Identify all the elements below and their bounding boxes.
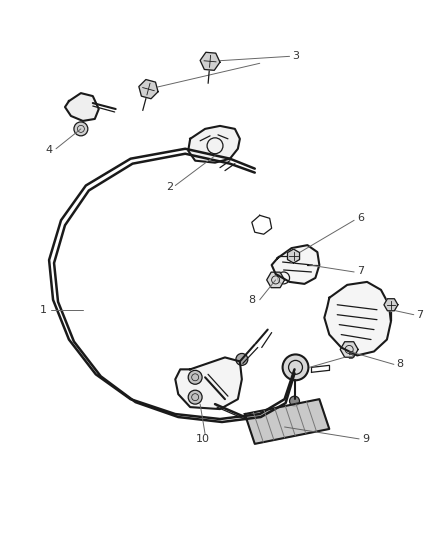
Text: 1: 1 [40, 305, 47, 314]
Polygon shape [340, 342, 358, 357]
Text: 8: 8 [249, 295, 256, 305]
Circle shape [188, 390, 202, 404]
Text: 10: 10 [196, 434, 210, 444]
Text: 3: 3 [293, 51, 300, 61]
Text: 4: 4 [45, 145, 52, 155]
Polygon shape [139, 79, 158, 99]
Polygon shape [324, 282, 391, 356]
Polygon shape [245, 399, 329, 444]
Polygon shape [384, 298, 398, 311]
Circle shape [188, 370, 202, 384]
Polygon shape [200, 52, 220, 70]
Text: 5: 5 [347, 351, 354, 361]
Polygon shape [65, 93, 99, 121]
Text: 9: 9 [362, 434, 369, 444]
Polygon shape [267, 272, 285, 288]
Text: 8: 8 [396, 359, 403, 369]
Circle shape [74, 122, 88, 136]
Circle shape [290, 396, 300, 406]
Text: 6: 6 [357, 213, 364, 223]
Text: 7: 7 [416, 310, 423, 320]
Circle shape [283, 354, 308, 380]
Text: 2: 2 [166, 182, 173, 191]
Text: 7: 7 [357, 266, 364, 276]
Polygon shape [287, 249, 300, 263]
Polygon shape [272, 245, 319, 284]
Polygon shape [175, 358, 242, 409]
Circle shape [236, 353, 248, 365]
Polygon shape [188, 126, 240, 163]
